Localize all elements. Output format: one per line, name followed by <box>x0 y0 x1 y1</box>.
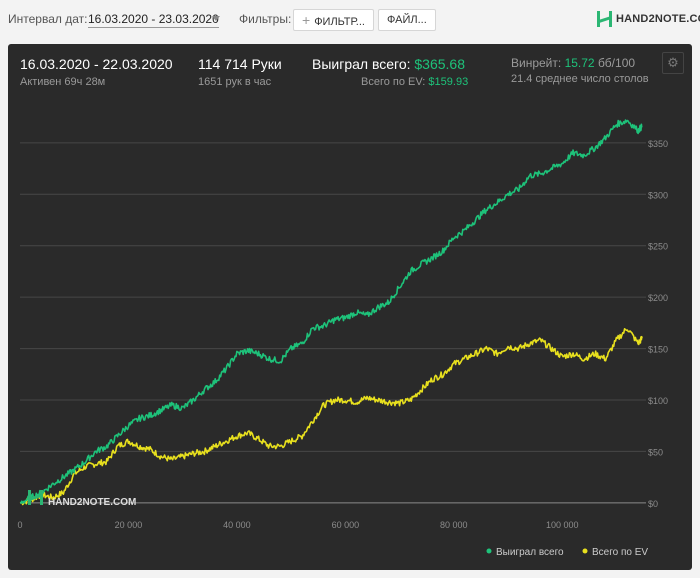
watermark-logo-bar-right <box>40 490 43 505</box>
results-panel: 16.03.2020 - 22.03.2020 Активен 69ч 28м … <box>8 44 692 570</box>
hand2note-logo: HAND2NOTE.COM <box>596 9 700 31</box>
add-filter-button[interactable]: + ФИЛЬТР... <box>293 9 374 31</box>
x-tick-label: 60 000 <box>332 520 360 530</box>
watermark-logo-bar-left <box>28 490 31 505</box>
y-tick-label: $300 <box>648 190 668 200</box>
winrate-label: Винрейт: <box>511 56 562 70</box>
date-range-label: Интервал дат: <box>8 12 88 26</box>
x-tick-label: 80 000 <box>440 520 468 530</box>
legend-marker-won <box>486 548 492 554</box>
avg-tables: 21.4 среднее число столов <box>511 73 649 85</box>
watermark-text: HAND2NOTE.COM <box>48 497 136 508</box>
legend-marker-ev <box>582 548 588 554</box>
ev-total-label: Всего по EV: <box>361 76 426 88</box>
y-tick-label: $0 <box>648 499 658 509</box>
toolbar: Интервал дат: 16.03.2020 - 23.03.2020 Фи… <box>0 0 700 40</box>
date-range-select[interactable]: 16.03.2020 - 23.03.2020 <box>88 12 219 28</box>
files-button-label: ФАЙЛ... <box>387 14 427 26</box>
chevron-down-icon[interactable] <box>212 16 220 21</box>
hands-per-hour: 1651 рук в час <box>198 76 272 88</box>
chart-legend: Выиграл всего Всего по EV <box>486 547 648 558</box>
x-tick-label: 40 000 <box>223 520 251 530</box>
period-range: 16.03.2020 - 22.03.2020 <box>20 56 173 72</box>
ev-total: Всего по EV: $159.93 <box>361 76 468 88</box>
files-button[interactable]: ФАЙЛ... <box>378 9 436 31</box>
y-tick-label: $150 <box>648 345 668 355</box>
logo-text: HAND2NOTE.COM <box>616 13 700 25</box>
plus-icon: + <box>302 12 311 28</box>
won-total-value: $365.68 <box>414 56 465 72</box>
watermark-logo-bridge <box>29 494 42 501</box>
y-tick-label: $250 <box>648 242 668 252</box>
won-total-label: Выиграл всего: <box>312 56 411 72</box>
logo-icon <box>597 11 612 27</box>
ev-total-value: $159.93 <box>428 76 469 88</box>
x-tick-label: 0 <box>17 520 22 530</box>
settings-gear-button[interactable]: ⚙ <box>662 52 684 74</box>
series-line <box>20 119 643 504</box>
chart-grid <box>20 142 646 504</box>
legend-won: Выиграл всего <box>496 547 564 558</box>
gear-icon: ⚙ <box>667 55 679 70</box>
series-line <box>19 328 643 506</box>
add-filter-label: ФИЛЬТР... <box>314 16 365 28</box>
x-tick-label: 20 000 <box>115 520 143 530</box>
winrate-unit: бб/100 <box>597 56 636 70</box>
legend-ev: Всего по EV <box>592 547 648 558</box>
y-tick-label: $50 <box>648 447 663 457</box>
hands-count: 114 714 Руки <box>198 56 282 72</box>
winrate: Винрейт: 15.72 бб/100 <box>511 56 635 70</box>
y-tick-label: $100 <box>648 396 668 406</box>
profit-chart: $0 $50 $100 $150 $200 $250 $300 $350 0 20 000 40 0… <box>17 119 668 558</box>
y-tick-label: $350 <box>648 139 668 149</box>
chart-axes: $0 $50 $100 $150 $200 $250 $300 $350 0 20 000 40 0… <box>17 139 668 530</box>
winrate-value: 15.72 <box>564 56 595 70</box>
active-time: Активен 69ч 28м <box>20 76 106 88</box>
won-total: Выиграл всего: $365.68 <box>312 56 465 72</box>
filters-label: Фильтры: <box>239 12 292 26</box>
x-tick-label: 100 000 <box>546 520 579 530</box>
chart-watermark: HAND2NOTE.COM <box>28 490 136 508</box>
y-tick-label: $200 <box>648 293 668 303</box>
chart-lines <box>19 119 643 506</box>
